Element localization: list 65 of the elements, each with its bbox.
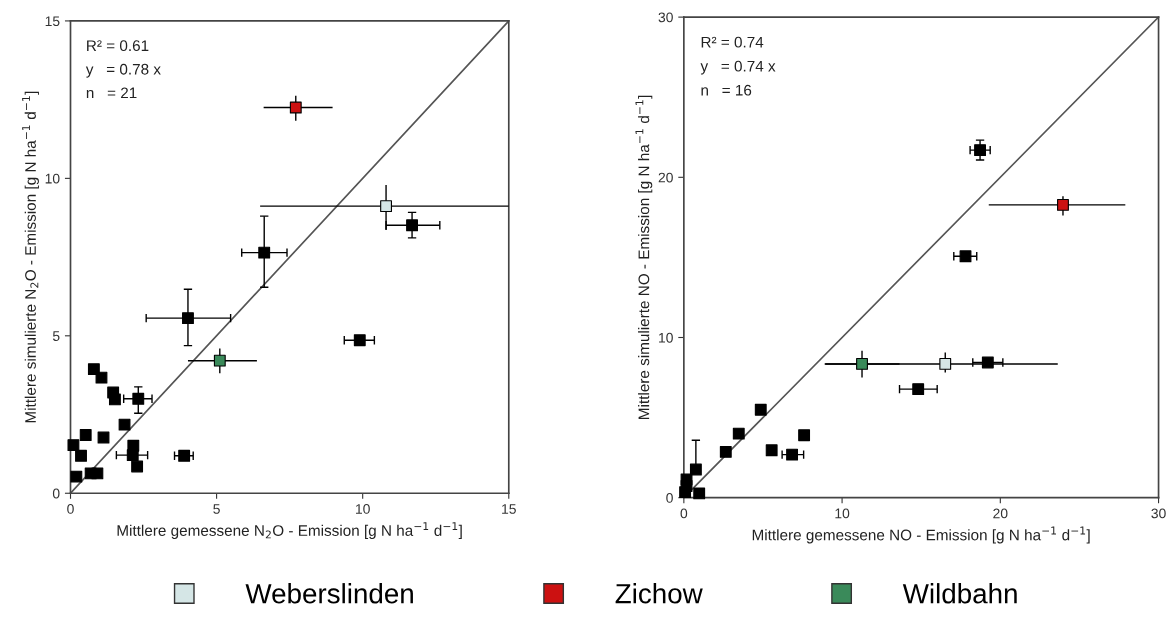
legend-label: Zichow <box>615 583 703 604</box>
point <box>981 356 994 369</box>
point <box>95 371 108 384</box>
x-axis-title: Mittlere gemessene N$_{2}$O - Emission [g N ha$^{−1}$ d$^{−1}$] <box>117 522 462 539</box>
annotation: y = 0.74 x <box>700 60 776 75</box>
point <box>67 439 80 452</box>
y-tick-label: 15 <box>45 16 60 27</box>
y-axis-title: Mittlere simulierte NO - Emission [g N ha$^{−1}$ d$^{−1}$] <box>635 95 653 419</box>
point <box>786 448 799 461</box>
y-tick-label: 5 <box>52 331 60 341</box>
point <box>91 467 104 480</box>
point <box>754 403 767 416</box>
x-tick-label: 5 <box>213 504 220 514</box>
point <box>765 444 778 457</box>
point <box>126 449 139 462</box>
point <box>70 470 83 483</box>
point <box>108 393 121 406</box>
x-tick-label: 30 <box>1151 508 1166 519</box>
point <box>75 449 87 462</box>
point <box>719 445 732 458</box>
point <box>118 418 131 431</box>
point <box>353 334 366 347</box>
x-tick-label: 20 <box>993 508 1008 519</box>
point <box>87 363 100 376</box>
point <box>959 250 972 263</box>
point <box>79 429 92 441</box>
x-tick-label: 0 <box>67 504 74 514</box>
point <box>689 463 702 476</box>
point <box>679 486 692 499</box>
annotation: n = 21 <box>86 87 137 99</box>
annotation: R² = 0.61 <box>87 40 149 52</box>
point <box>732 427 745 440</box>
annotation: n = 16 <box>701 84 752 96</box>
y-tick-label: 30 <box>658 12 673 23</box>
point <box>974 144 986 157</box>
point <box>213 354 226 367</box>
y-tick-label: 10 <box>45 173 60 184</box>
annotation: R² = 0.74 <box>701 36 764 48</box>
y-axis-title: Mittlere simulierte N$_{2}$O - Emission [g N ha$^{−1}$ d$^{−1}$] <box>22 91 39 423</box>
point <box>289 101 302 114</box>
point <box>380 200 392 213</box>
point <box>182 312 194 325</box>
y-tick-label: 0 <box>666 493 673 503</box>
y-tick-label: 20 <box>658 172 673 183</box>
legend-label: Weberslinden <box>245 583 413 604</box>
point <box>132 392 145 405</box>
annotation: y = 0.78 x <box>85 63 161 78</box>
point <box>693 487 706 500</box>
point <box>1057 198 1069 211</box>
point <box>912 383 925 396</box>
point <box>258 246 271 259</box>
point <box>406 219 418 232</box>
point <box>798 429 811 442</box>
x-tick-label: 10 <box>835 508 850 519</box>
point <box>131 460 144 473</box>
y-tick-label: 10 <box>659 332 673 343</box>
y-tick-label: 0 <box>52 488 60 499</box>
x-tick-label: 10 <box>356 504 370 514</box>
point <box>178 449 191 462</box>
point <box>939 357 952 370</box>
legend-label: Wildbahn <box>902 583 1017 604</box>
x-axis-title: Mittlere gemessene NO - Emission [g N ha$^{−1}$ d$^{−1}$] <box>752 526 1090 544</box>
point <box>856 357 868 370</box>
x-tick-label: 15 <box>502 504 516 514</box>
x-tick-label: 0 <box>680 508 688 519</box>
